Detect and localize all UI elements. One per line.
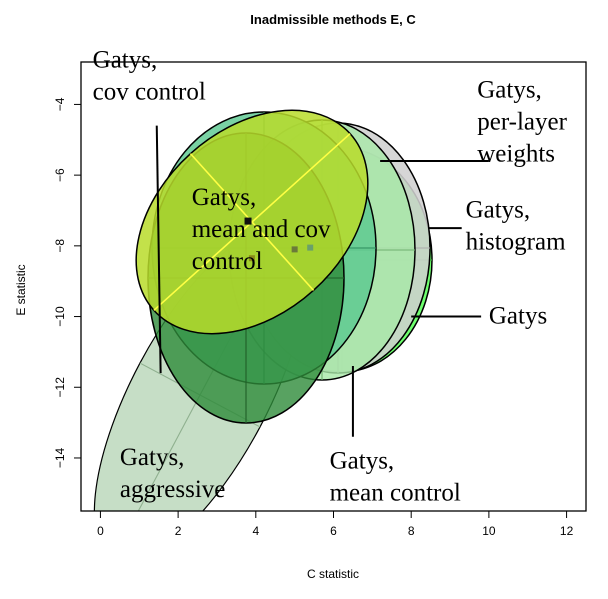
annotation-layer: Gatys, aggressive Gatys Gatys, histogram Gaty… [93, 46, 568, 506]
y-tick-label: −12 [53, 377, 67, 398]
y-axis-label: E statistic [14, 264, 28, 315]
center-point-gatys-mean-and-cov-control [244, 217, 252, 225]
annotation-gatys-aggressive: Gatys, [120, 444, 185, 471]
x-tick-label: 6 [330, 524, 337, 538]
y-tick-label: −8 [53, 239, 67, 253]
annotation-gatys: Gatys [489, 303, 547, 330]
y-tick-label: −10 [53, 306, 67, 327]
x-tick-label: 0 [97, 524, 104, 538]
leader-gatys-cov-control [155, 125, 162, 374]
annotation-gatys-mean-control: Gatys, [330, 448, 395, 475]
center-point-2 [291, 246, 298, 253]
center-point-3 [307, 244, 314, 251]
annotation-gatys-per-layer-weights: weights [477, 140, 555, 167]
ellipse-gatys-mean-and-cov-control [135, 109, 369, 335]
x-axis-label: C statistic [307, 567, 359, 581]
annotation-gatys-histogram: Gatys, [466, 197, 531, 224]
x-tick-label: 2 [175, 524, 182, 538]
center-point-1 [248, 255, 255, 262]
x-tick-label: 8 [408, 524, 415, 538]
x-axis: 0 2 4 6 8 10 12 [97, 511, 574, 538]
x-tick-label: 4 [252, 524, 259, 538]
annotation-gatys-mean-and-cov-control: mean and cov [192, 216, 331, 243]
annotation-gatys-per-layer-weights: per-layer [477, 108, 567, 135]
y-tick-label: −4 [53, 97, 67, 111]
annotation-gatys-cov-control: cov control [93, 78, 206, 105]
x-tick-label: 10 [482, 524, 496, 538]
annotation-gatys-mean-control: mean control [330, 480, 461, 507]
annotation-gatys-cov-control: Gatys, [93, 46, 158, 73]
chart-title: Inadmissible methods E, C [250, 12, 416, 27]
y-tick-label: −14 [53, 447, 67, 468]
y-tick-label: −6 [53, 168, 67, 182]
annotation-gatys-aggressive: aggressive [120, 476, 226, 503]
ellipse-layer [93, 109, 433, 511]
annotation-gatys-histogram: histogram [466, 229, 567, 256]
annotation-gatys-mean-and-cov-control: Gatys, [192, 184, 257, 211]
y-axis: −4 −6 −8 −10 −12 −14 [53, 97, 81, 468]
x-tick-label: 12 [560, 524, 574, 538]
annotation-gatys-per-layer-weights: Gatys, [477, 76, 542, 103]
annotation-gatys-mean-and-cov-control: control [192, 248, 263, 275]
ellipse-minor-axis [189, 153, 315, 291]
